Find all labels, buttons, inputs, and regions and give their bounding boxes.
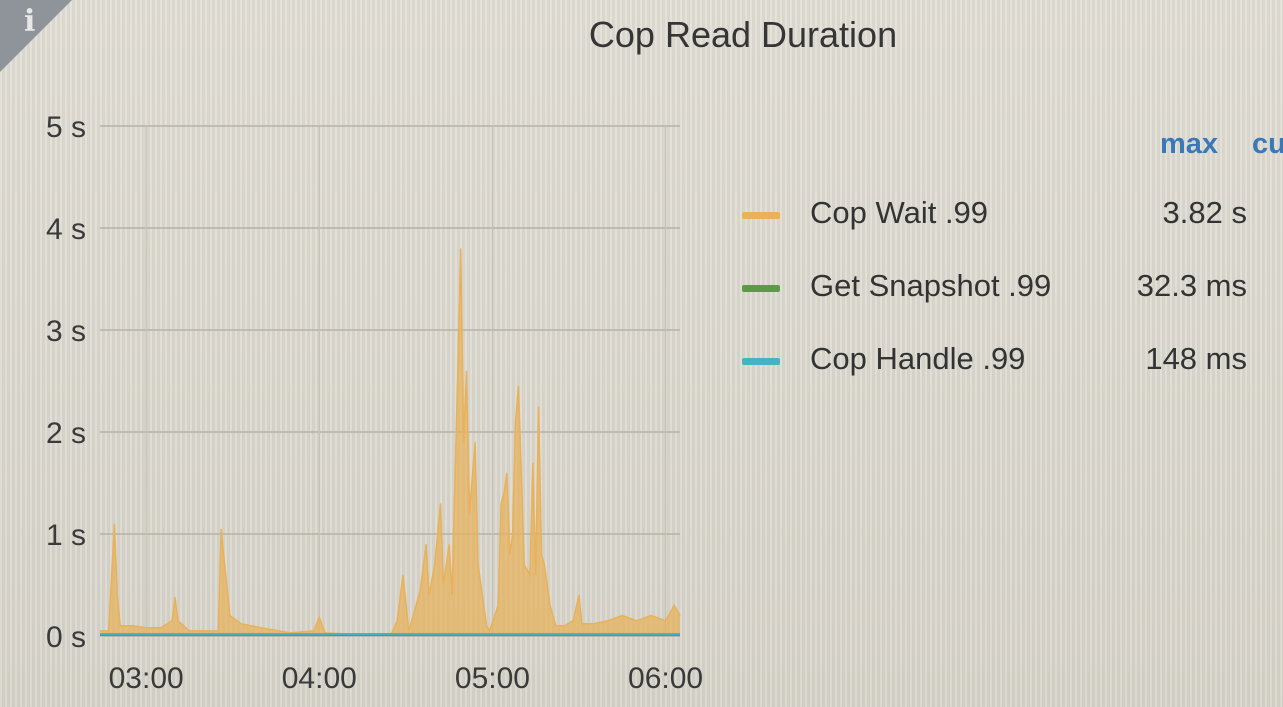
panel-title[interactable]: Cop Read Duration <box>588 14 898 55</box>
legend-item-max: 32.3 ms <box>1136 268 1247 303</box>
legend-item-cop-wait[interactable]: Cop Wait .99 3.82 s <box>740 195 1283 235</box>
legend-item-get-snapshot[interactable]: Get Snapshot .99 32.3 ms <box>740 268 1283 308</box>
legend-swatch <box>742 285 780 292</box>
grid-lines <box>100 125 680 637</box>
y-tick-label: 0 s <box>46 621 86 654</box>
y-tick-label: 3 s <box>46 315 86 348</box>
x-axis: 03:00 04:00 05:00 06:00 <box>109 662 703 695</box>
legend-item-label: Cop Handle .99 <box>810 341 1026 376</box>
legend-swatch <box>742 358 780 365</box>
legend-item-max: 3.82 s <box>1162 195 1247 230</box>
info-corner[interactable] <box>0 0 72 72</box>
info-icon[interactable]: i <box>24 4 36 39</box>
y-tick-label: 5 s <box>46 111 86 144</box>
y-tick-label: 1 s <box>46 519 86 552</box>
series-area-cop-wait-99 <box>100 248 680 636</box>
legend-item-label: Get Snapshot .99 <box>810 268 1052 303</box>
y-axis: 0 s 1 s 2 s 3 s 4 s 5 s <box>46 111 86 654</box>
x-tick-label: 06:00 <box>628 662 703 695</box>
legend-swatch <box>742 212 780 219</box>
legend-header-max[interactable]: max <box>1160 128 1219 160</box>
legend-item-label: Cop Wait .99 <box>810 195 989 230</box>
legend-item-max: 148 ms <box>1145 341 1247 376</box>
x-tick-label: 03:00 <box>109 662 184 695</box>
x-tick-label: 05:00 <box>455 662 530 695</box>
x-tick-label: 04:00 <box>282 662 357 695</box>
y-tick-label: 4 s <box>46 213 86 246</box>
legend-item-cop-handle[interactable]: Cop Handle .99 148 ms <box>740 341 1283 381</box>
series-line-cop-wait-99 <box>100 248 681 635</box>
y-tick-label: 2 s <box>46 417 86 450</box>
legend-header-current[interactable]: cu <box>1252 128 1283 160</box>
series-layer <box>100 248 681 636</box>
